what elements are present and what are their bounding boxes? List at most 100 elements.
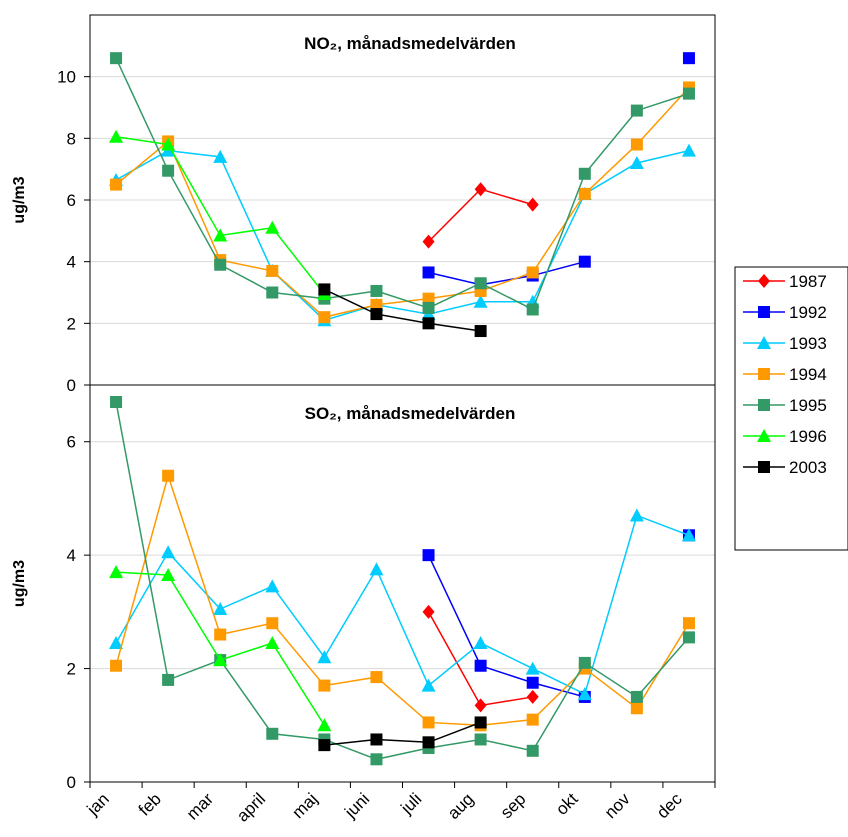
marker	[473, 294, 488, 308]
y-tick-label: 10	[57, 68, 76, 87]
marker	[629, 508, 644, 522]
legend-label: 1992	[789, 303, 827, 322]
marker	[265, 636, 280, 650]
x-tick-label: nov	[601, 789, 634, 822]
marker	[162, 469, 175, 482]
marker	[474, 277, 487, 290]
marker	[162, 673, 175, 686]
x-tick-label: maj	[288, 789, 321, 822]
marker	[758, 461, 770, 473]
marker	[758, 306, 770, 318]
marker	[110, 396, 123, 409]
marker	[682, 52, 695, 65]
legend-label: 1996	[789, 427, 827, 446]
y-tick-label: 0	[67, 376, 76, 395]
marker	[629, 156, 644, 169]
marker	[757, 429, 771, 442]
y-tick-label: 6	[67, 191, 76, 210]
marker	[317, 718, 332, 732]
marker	[370, 298, 383, 311]
panel-title: SO₂, månadsmedelvärden	[305, 404, 516, 423]
series-line	[427, 611, 533, 707]
marker	[422, 317, 435, 330]
marker	[474, 325, 487, 338]
plot-frame	[89, 384, 716, 783]
marker	[474, 659, 487, 672]
marker	[474, 733, 487, 746]
marker	[110, 52, 123, 65]
series-line	[115, 514, 690, 696]
marker	[370, 671, 383, 684]
marker	[681, 528, 696, 542]
marker	[318, 283, 331, 296]
series-line	[115, 401, 690, 761]
marker	[682, 617, 695, 630]
legend-label: 1994	[789, 365, 827, 384]
x-tick-label: aug	[444, 789, 477, 822]
series-line	[428, 260, 585, 286]
marker	[422, 266, 435, 279]
legend-label: 1987	[789, 272, 827, 291]
marker	[422, 736, 435, 749]
marker	[161, 545, 176, 559]
marker	[526, 713, 539, 726]
marker	[422, 292, 435, 305]
series-line	[427, 554, 585, 698]
marker	[422, 549, 435, 562]
marker	[526, 303, 539, 316]
marker	[213, 149, 228, 163]
series-line	[115, 473, 690, 727]
series-line	[115, 149, 690, 322]
x-tick-label: juli	[397, 789, 426, 818]
marker	[578, 656, 591, 669]
y-tick-label: 4	[67, 546, 76, 565]
marker	[109, 636, 124, 650]
x-tick-label: mar	[183, 789, 217, 823]
series-line	[324, 721, 481, 746]
marker	[473, 636, 488, 650]
marker	[758, 368, 770, 380]
x-tick-label: juni	[340, 789, 373, 822]
x-tick-label: dec	[653, 789, 686, 822]
marker	[161, 567, 176, 581]
y-axis-label: ug/m3	[11, 560, 28, 607]
marker	[681, 143, 696, 157]
marker	[682, 87, 695, 100]
marker	[265, 579, 280, 593]
marker	[526, 266, 539, 279]
marker	[474, 182, 487, 197]
series-line	[324, 288, 481, 332]
marker	[422, 716, 435, 729]
series-line	[428, 188, 533, 243]
marker	[370, 284, 383, 297]
marker	[422, 234, 435, 249]
y-axis-label: ug/m3	[11, 176, 28, 223]
marker	[578, 167, 591, 180]
marker	[526, 689, 539, 704]
marker	[317, 650, 332, 664]
marker	[758, 399, 770, 411]
x-tick-label: jan	[83, 789, 113, 819]
panel-title: NO₂, månadsmedelvärden	[304, 34, 516, 53]
y-tick-label: 2	[67, 314, 76, 333]
marker	[422, 604, 435, 619]
marker	[526, 744, 539, 757]
marker	[214, 628, 227, 641]
marker	[213, 602, 228, 616]
marker	[213, 653, 228, 667]
marker	[109, 565, 124, 579]
x-tick-label: feb	[135, 789, 165, 819]
marker	[370, 733, 383, 746]
marker	[266, 286, 279, 299]
legend-label: 1993	[789, 334, 827, 353]
marker	[266, 617, 279, 630]
marker	[370, 753, 383, 766]
y-tick-label: 6	[67, 433, 76, 452]
marker	[110, 178, 123, 191]
marker	[526, 197, 539, 212]
series-line	[115, 86, 690, 318]
legend-label: 2003	[789, 458, 827, 477]
marker	[370, 308, 383, 321]
